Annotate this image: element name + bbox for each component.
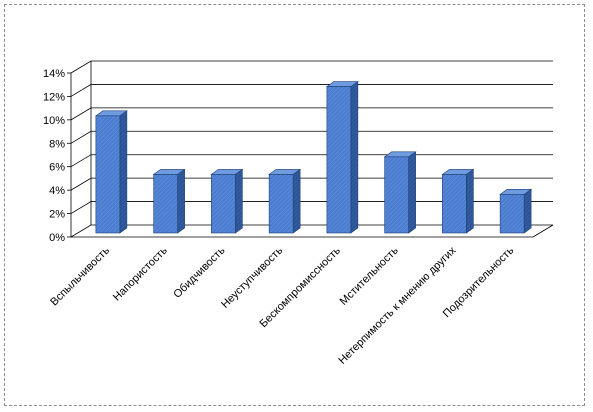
- bar-front: [499, 194, 525, 234]
- bar-chart: 0% 2% 4% 6% 8% 10% 12% 14% ВспыльчивостьНапорис…: [43, 60, 554, 367]
- x-category-label: Нетерпимость к мнению других: [336, 244, 458, 366]
- x-category-label: Обидчивость: [171, 244, 227, 300]
- bar-side: [466, 168, 474, 234]
- bar-side: [350, 80, 359, 234]
- bar: [268, 168, 302, 234]
- y-tick-label: 10%: [43, 115, 65, 127]
- bars: [94, 80, 533, 234]
- x-category-label: Напористость: [111, 244, 170, 303]
- bar-side: [235, 168, 243, 234]
- bar-front: [95, 115, 121, 234]
- gridline: [70, 177, 553, 191]
- y-tick-label: 6%: [49, 162, 65, 174]
- bar-side: [523, 188, 532, 234]
- y-tick-label: 8%: [49, 138, 65, 150]
- bar-front: [384, 156, 409, 234]
- bar: [94, 110, 128, 234]
- bar-front: [326, 86, 352, 234]
- bar-front: [268, 174, 294, 234]
- bar-side: [292, 168, 301, 234]
- y-tick-label: 2%: [49, 209, 65, 221]
- axes: [67, 61, 554, 238]
- bar-side: [177, 168, 185, 234]
- y-tick-label: 12%: [43, 91, 65, 103]
- bar-front: [153, 174, 178, 234]
- bar-side: [408, 151, 416, 234]
- chart-frame: 0% 2% 4% 6% 8% 10% 12% 14% Вспыльчивость Напорис…: [4, 4, 585, 406]
- bar: [210, 168, 244, 234]
- bar: [441, 168, 475, 234]
- gridline: [70, 130, 553, 144]
- gridline: [70, 60, 553, 74]
- gridline: [70, 107, 553, 121]
- bar-front: [442, 174, 467, 234]
- y-tick-label: 4%: [49, 185, 65, 197]
- bar: [499, 188, 533, 234]
- floor-right-edge: [532, 224, 554, 238]
- bar: [383, 151, 417, 234]
- y-tick-labels: 0% 2% 4% 6% 8% 10% 12% 14%: [43, 68, 65, 244]
- x-category-label: Неуступчивость: [219, 244, 285, 310]
- gridline: [70, 84, 553, 97]
- gridline: [70, 154, 553, 168]
- gridline: [70, 224, 553, 238]
- bar-front: [211, 174, 236, 234]
- gridline: [70, 201, 553, 214]
- bar: [325, 80, 359, 234]
- y-tick-label: 0%: [49, 232, 65, 244]
- bar: [152, 168, 186, 234]
- y-tick-label: 14%: [43, 68, 65, 80]
- grid: [70, 60, 553, 238]
- bar-side: [119, 110, 128, 234]
- x-category-label: Вспыльчивость: [48, 244, 112, 308]
- x-category-label: Мстительность: [338, 244, 401, 307]
